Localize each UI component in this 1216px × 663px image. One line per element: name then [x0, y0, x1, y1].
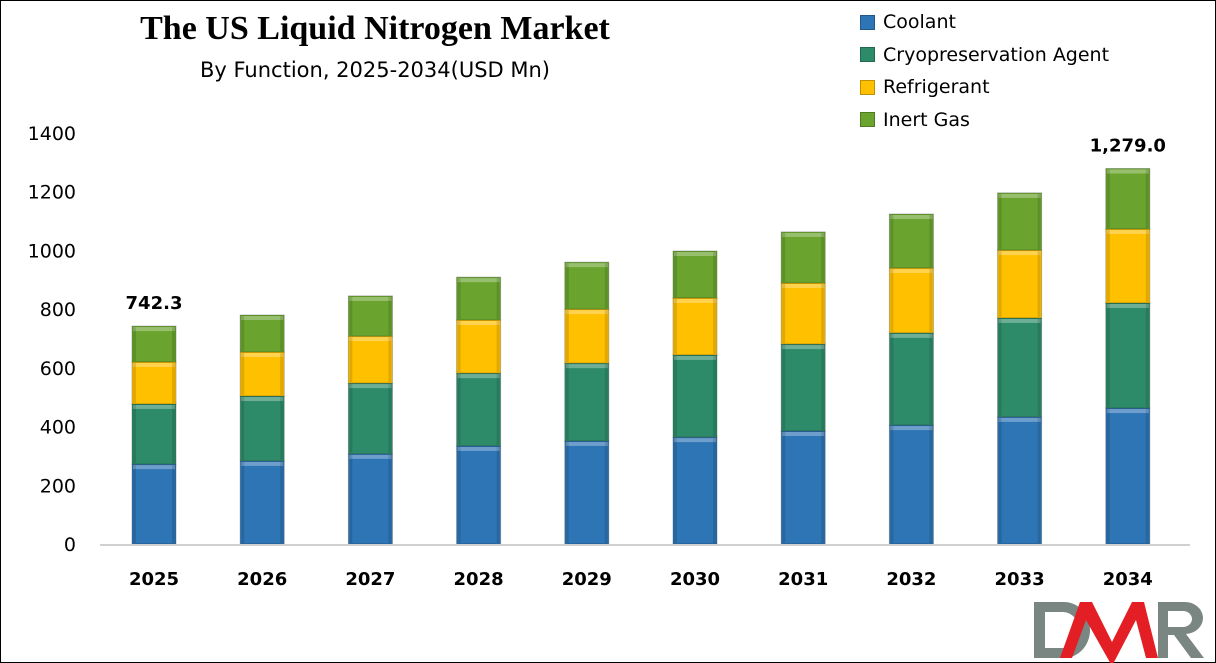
bar-segment [672, 250, 718, 299]
data-label: 1,279.0 [1090, 136, 1166, 157]
bar-segment [888, 213, 934, 269]
y-tick-label: 800 [40, 299, 76, 321]
legend-swatch [860, 79, 875, 95]
legend-swatch [860, 112, 875, 128]
bar-segment [564, 362, 610, 442]
bar-segment [1105, 407, 1151, 545]
legend-item: Coolant [860, 6, 1109, 39]
legend-label: Refrigerant [883, 76, 990, 99]
y-tick-label: 1200 [28, 182, 76, 204]
bar-segment [888, 332, 934, 426]
bar-segment [997, 416, 1043, 545]
bar-segment [888, 424, 934, 545]
bar-segment [456, 445, 502, 545]
legend: Coolant Cryopreservation Agent Refrigerant… [860, 6, 1109, 136]
bar-segment [780, 282, 826, 345]
x-tick-label: 2034 [1103, 569, 1153, 590]
bar-segment [456, 276, 502, 321]
bar-segment [672, 354, 718, 438]
bar-segment [780, 343, 826, 432]
x-tick-label: 2032 [886, 569, 936, 590]
x-tick-label: 2031 [778, 569, 828, 590]
bar-segment [347, 453, 393, 545]
bar-segment [456, 319, 502, 374]
x-tick-label: 2029 [562, 569, 612, 590]
legend-item: Refrigerant [860, 71, 1109, 104]
bar-segment [564, 308, 610, 364]
x-tick-label: 2027 [345, 569, 395, 590]
legend-label: Cryopreservation Agent [883, 43, 1110, 66]
x-tick-label: 2030 [670, 569, 720, 590]
dmr-logo [1034, 601, 1204, 663]
legend-item: Inert Gas [860, 104, 1109, 137]
x-tick-label: 2028 [454, 569, 504, 590]
legend-item: Cryopreservation Agent [860, 39, 1109, 72]
y-tick-label: 400 [40, 417, 76, 439]
y-tick-label: 0 [64, 534, 76, 556]
legend-label: Inert Gas [883, 108, 970, 131]
bar-segment [997, 192, 1043, 251]
chart-subtitle: By Function, 2025-2034(USD Mn) [199, 58, 550, 82]
bar-segment [347, 295, 393, 337]
x-tick-label: 2025 [129, 569, 179, 590]
chart-title: The US Liquid Nitrogen Market [140, 10, 610, 47]
bar-segment [456, 372, 502, 447]
bar-segment [131, 403, 177, 465]
bar-segment [239, 460, 285, 545]
bar-segment [997, 249, 1043, 319]
y-tick-label: 1000 [28, 240, 76, 262]
bar-segment [672, 436, 718, 545]
legend-label: Coolant [883, 11, 956, 34]
legend-swatch [860, 47, 875, 63]
bar-segment [672, 297, 718, 356]
legend-swatch [860, 14, 875, 30]
y-tick-label: 200 [40, 475, 76, 497]
bar-segment [780, 231, 826, 284]
bar-segment [347, 382, 393, 455]
bar-segment [780, 430, 826, 545]
bar-segment [1105, 168, 1151, 230]
y-tick-label: 600 [40, 358, 76, 380]
bar-segment [1105, 228, 1151, 304]
bar-segment [564, 261, 610, 310]
x-tick-label: 2026 [237, 569, 287, 590]
bar-segment [564, 440, 610, 545]
bar-segment [888, 267, 934, 334]
bar-segment [239, 351, 285, 397]
bar-segment [131, 463, 177, 545]
bar-segment [997, 317, 1043, 418]
bar-segment [131, 325, 177, 363]
bar-segment [131, 361, 177, 405]
bar-segment [239, 395, 285, 462]
y-tick-label: 1400 [28, 123, 76, 145]
bar-segment [239, 314, 285, 353]
data-label: 742.3 [126, 293, 183, 314]
x-tick-label: 2033 [995, 569, 1045, 590]
bar-segment [1105, 302, 1151, 409]
bar-segment [347, 335, 393, 384]
